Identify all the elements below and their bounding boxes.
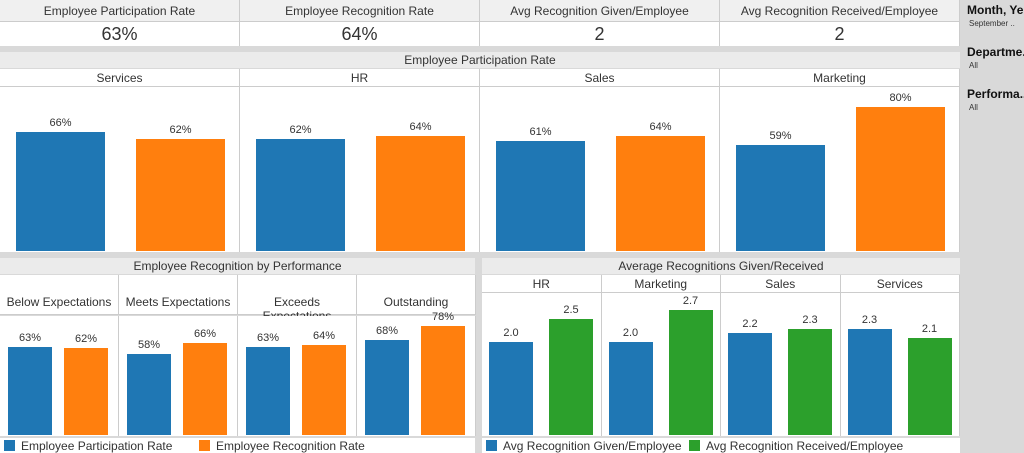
- data-label: 66%: [49, 117, 72, 130]
- data-label: 2.3: [802, 313, 818, 326]
- pane-header: Exceeds Expectations: [238, 275, 357, 323]
- bar[interactable]: [496, 141, 585, 251]
- pane-header: Services: [840, 275, 960, 293]
- bar[interactable]: [907, 337, 952, 435]
- filter-value[interactable]: All: [969, 103, 978, 112]
- data-label: 64%: [312, 330, 336, 343]
- pane-header: Sales: [480, 69, 720, 87]
- kpi-value: 63%: [0, 22, 240, 46]
- legend-label: Avg Recognition Given/Employee: [503, 438, 682, 453]
- bar[interactable]: [365, 339, 409, 435]
- legend-left: Employee Participation Rate Employee Rec…: [0, 438, 475, 453]
- chart1-title: Employee Participation Rate: [0, 52, 960, 68]
- pane-header: Services: [0, 69, 240, 87]
- data-label: 64%: [649, 120, 672, 133]
- data-label: 2.5: [563, 304, 579, 317]
- kpi-label: Avg Recognition Received/Employee: [720, 0, 960, 22]
- pane-header: Marketing: [720, 69, 960, 87]
- filter-label[interactable]: Month, Ye..: [967, 3, 1024, 17]
- pane-header: Outstanding: [357, 275, 476, 315]
- kpi-label: Employee Recognition Rate: [240, 0, 480, 22]
- legend-swatch-given: [486, 440, 497, 451]
- legend-swatch-participation: [4, 440, 15, 451]
- bar[interactable]: [127, 353, 171, 435]
- bar[interactable]: [136, 139, 225, 251]
- bar[interactable]: [8, 346, 52, 435]
- bar[interactable]: [421, 325, 465, 435]
- bar[interactable]: [788, 328, 832, 435]
- data-label: 2.2: [742, 318, 758, 331]
- kpi-value: 2: [480, 22, 720, 46]
- bar[interactable]: [736, 144, 825, 251]
- bar[interactable]: [183, 342, 227, 435]
- data-label: 64%: [409, 120, 432, 133]
- bar[interactable]: [549, 319, 593, 435]
- data-label: 2.0: [503, 327, 519, 340]
- legend-label: Avg Recognition Received/Employee: [706, 438, 904, 453]
- bar[interactable]: [668, 309, 713, 435]
- bar[interactable]: [728, 333, 772, 435]
- kpi-value: 64%: [240, 22, 480, 46]
- data-label: 62%: [289, 124, 312, 137]
- pane-header: HR: [240, 69, 480, 87]
- filter-label[interactable]: Performa..: [967, 87, 1024, 101]
- bar[interactable]: [246, 346, 290, 435]
- data-label: 58%: [137, 338, 161, 351]
- chart3-title: Average Recognitions Given/Received: [482, 258, 960, 274]
- data-label: 80%: [889, 92, 912, 104]
- data-label: 78%: [431, 310, 455, 323]
- kpi-value: 2: [720, 22, 960, 46]
- bar[interactable]: [302, 345, 346, 435]
- data-label: 68%: [375, 324, 399, 337]
- bar[interactable]: [856, 107, 945, 251]
- pane-header: Meets Expectations: [119, 275, 238, 315]
- bar[interactable]: [16, 132, 105, 251]
- data-label: 62%: [74, 333, 98, 346]
- data-label: 63%: [256, 331, 280, 344]
- kpi-label: Avg Recognition Given/Employee: [480, 0, 720, 22]
- data-label: 59%: [769, 129, 792, 142]
- bar[interactable]: [376, 135, 465, 251]
- legend-swatch-recognition: [199, 440, 210, 451]
- pane-header: Below Expectations: [0, 275, 119, 315]
- legend-right: Avg Recognition Given/Employee Avg Recog…: [482, 438, 960, 453]
- filter-value[interactable]: September ..: [969, 19, 1015, 28]
- bar[interactable]: [64, 348, 108, 435]
- bar[interactable]: [608, 342, 653, 435]
- data-label: 2.3: [861, 313, 878, 326]
- pane-header: HR: [482, 275, 602, 293]
- data-label: 61%: [529, 126, 552, 139]
- data-label: 63%: [18, 331, 42, 344]
- bar[interactable]: [256, 139, 345, 251]
- kpi-label: Employee Participation Rate: [0, 0, 240, 22]
- chart2-title: Employee Recognition by Performance: [0, 258, 475, 274]
- legend-label: Employee Recognition Rate: [216, 438, 365, 453]
- bar[interactable]: [616, 135, 705, 251]
- filter-label[interactable]: Departme..: [967, 45, 1024, 59]
- data-label: 62%: [169, 124, 192, 137]
- data-label: 2.1: [921, 322, 938, 335]
- bar[interactable]: [847, 328, 892, 435]
- filter-value[interactable]: All: [969, 61, 978, 70]
- bar[interactable]: [489, 342, 533, 435]
- legend-label: Employee Participation Rate: [21, 438, 173, 453]
- legend-swatch-received: [689, 440, 700, 451]
- data-label: 2.0: [622, 327, 639, 340]
- pane-header: Sales: [721, 275, 841, 293]
- data-label: 2.7: [682, 294, 699, 307]
- data-label: 66%: [193, 327, 217, 340]
- pane-header: Marketing: [601, 275, 721, 293]
